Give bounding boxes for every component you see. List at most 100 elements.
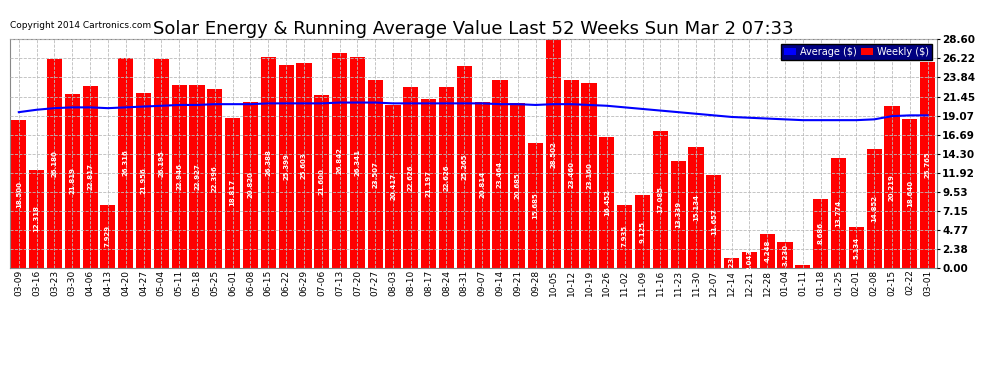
Bar xyxy=(492,81,508,268)
Text: 20.685: 20.685 xyxy=(515,172,521,199)
Bar xyxy=(724,258,740,268)
Bar xyxy=(100,205,116,268)
Text: 22.817: 22.817 xyxy=(87,164,93,190)
Text: 15.685: 15.685 xyxy=(533,192,539,219)
Bar xyxy=(278,65,294,268)
Text: 1.236: 1.236 xyxy=(729,252,735,274)
Bar xyxy=(456,66,472,268)
Bar xyxy=(11,120,27,268)
Bar xyxy=(884,106,900,268)
Bar xyxy=(545,40,561,268)
Bar xyxy=(581,83,597,268)
Bar xyxy=(332,53,347,268)
Bar xyxy=(153,58,169,268)
Bar xyxy=(474,102,490,268)
Text: 21.197: 21.197 xyxy=(426,170,432,197)
Bar xyxy=(795,265,811,268)
Bar xyxy=(171,85,187,268)
Bar xyxy=(225,118,241,268)
Text: 9.125: 9.125 xyxy=(640,220,645,243)
Text: 20.219: 20.219 xyxy=(889,174,895,201)
Bar xyxy=(670,161,686,268)
Bar xyxy=(349,57,365,268)
Text: 22.626: 22.626 xyxy=(408,164,414,191)
Text: 4.248: 4.248 xyxy=(764,240,770,262)
Bar xyxy=(652,132,668,268)
Text: 26.195: 26.195 xyxy=(158,150,164,177)
Text: 22.927: 22.927 xyxy=(194,163,200,190)
Bar xyxy=(813,199,829,268)
Bar xyxy=(207,89,223,268)
Text: 20.814: 20.814 xyxy=(479,171,485,198)
Text: 21.600: 21.600 xyxy=(319,168,325,195)
Bar xyxy=(47,59,62,268)
Text: 21.819: 21.819 xyxy=(69,167,75,194)
Text: 12.318: 12.318 xyxy=(34,206,40,232)
Title: Solar Energy & Running Average Value Last 52 Weeks Sun Mar 2 07:33: Solar Energy & Running Average Value Las… xyxy=(152,20,794,38)
Bar xyxy=(439,87,454,268)
Bar xyxy=(296,63,312,268)
Text: 18.817: 18.817 xyxy=(230,179,236,206)
Bar xyxy=(29,170,45,268)
Bar xyxy=(920,62,936,268)
Text: 13.774: 13.774 xyxy=(836,200,842,226)
Text: 15.134: 15.134 xyxy=(693,194,699,221)
Text: 25.603: 25.603 xyxy=(301,152,307,179)
Bar xyxy=(777,242,793,268)
Bar xyxy=(617,205,633,268)
Text: 13.339: 13.339 xyxy=(675,201,681,228)
Bar xyxy=(563,81,579,268)
Bar xyxy=(599,136,615,268)
Bar xyxy=(64,94,80,268)
Bar xyxy=(421,99,437,268)
Text: 11.657: 11.657 xyxy=(711,208,717,235)
Text: 20.820: 20.820 xyxy=(248,171,253,198)
Bar xyxy=(902,119,918,268)
Text: 23.464: 23.464 xyxy=(497,161,503,188)
Bar xyxy=(742,252,757,268)
Text: 3.230: 3.230 xyxy=(782,244,788,266)
Bar xyxy=(866,149,882,268)
Text: 26.316: 26.316 xyxy=(123,150,129,176)
Bar xyxy=(243,102,258,268)
Bar xyxy=(385,105,401,268)
Text: 18.500: 18.500 xyxy=(16,181,22,208)
Text: 22.946: 22.946 xyxy=(176,163,182,190)
Bar xyxy=(118,58,134,268)
Bar xyxy=(260,57,276,268)
Text: 25.765: 25.765 xyxy=(925,152,931,178)
Text: 14.852: 14.852 xyxy=(871,195,877,222)
Text: 20.417: 20.417 xyxy=(390,173,396,200)
Bar xyxy=(688,147,704,268)
Text: 22.626: 22.626 xyxy=(444,164,449,191)
Text: 26.180: 26.180 xyxy=(51,150,57,177)
Bar xyxy=(759,234,775,268)
Bar xyxy=(314,95,330,268)
Text: 23.507: 23.507 xyxy=(372,160,378,188)
Text: 7.929: 7.929 xyxy=(105,225,111,248)
Bar xyxy=(635,195,650,268)
Text: 23.160: 23.160 xyxy=(586,162,592,189)
Bar xyxy=(706,175,722,268)
Text: 2.043: 2.043 xyxy=(746,249,752,271)
Bar xyxy=(136,93,151,268)
Text: 23.460: 23.460 xyxy=(568,161,574,188)
Bar xyxy=(831,158,846,268)
Text: 16.452: 16.452 xyxy=(604,189,610,216)
Bar xyxy=(403,87,419,268)
Text: 25.265: 25.265 xyxy=(461,154,467,180)
Bar xyxy=(528,142,544,268)
Text: 5.134: 5.134 xyxy=(853,237,859,259)
Text: 26.388: 26.388 xyxy=(265,149,271,176)
Bar xyxy=(82,86,98,268)
Text: 7.935: 7.935 xyxy=(622,225,628,248)
Text: 26.341: 26.341 xyxy=(354,149,360,176)
Text: 17.085: 17.085 xyxy=(657,186,663,213)
Text: 21.956: 21.956 xyxy=(141,167,147,194)
Bar xyxy=(510,103,526,268)
Text: 8.686: 8.686 xyxy=(818,222,824,245)
Bar xyxy=(189,85,205,268)
Bar xyxy=(367,80,383,268)
Text: Copyright 2014 Cartronics.com: Copyright 2014 Cartronics.com xyxy=(10,21,151,30)
Text: 28.502: 28.502 xyxy=(550,141,556,168)
